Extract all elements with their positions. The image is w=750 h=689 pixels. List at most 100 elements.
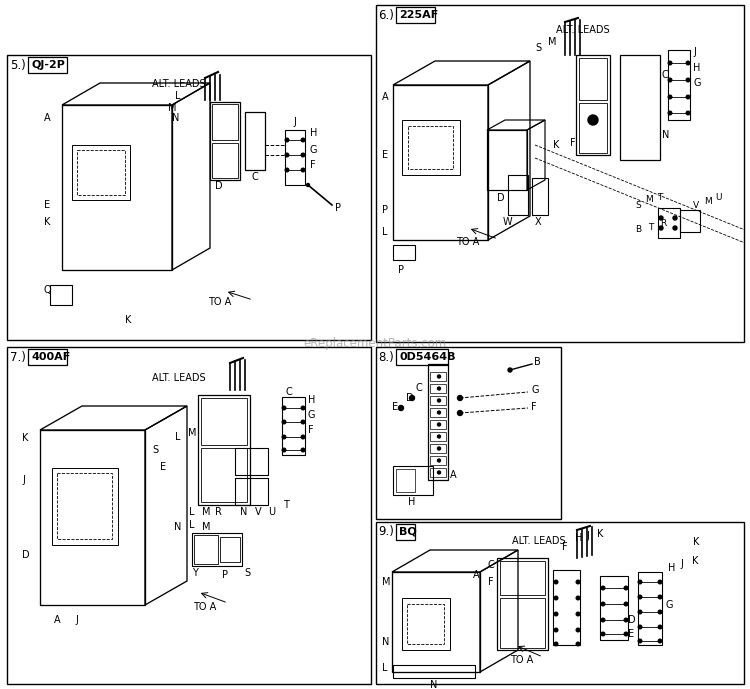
Bar — [396, 469, 415, 492]
Circle shape — [282, 407, 286, 410]
Bar — [408, 126, 453, 169]
Bar — [57, 473, 112, 539]
Bar — [508, 175, 528, 215]
Bar — [430, 456, 446, 465]
Circle shape — [659, 226, 663, 230]
Text: J: J — [22, 475, 25, 485]
Text: N: N — [174, 522, 182, 532]
Circle shape — [282, 449, 286, 452]
Text: ALT. LEADS: ALT. LEADS — [556, 25, 610, 35]
Bar — [430, 408, 446, 417]
Bar — [245, 112, 265, 170]
Circle shape — [576, 580, 580, 584]
Circle shape — [437, 411, 440, 414]
Bar — [376, 522, 744, 684]
Text: C: C — [415, 383, 422, 393]
Bar — [212, 104, 238, 140]
Text: S: S — [535, 43, 542, 53]
Bar — [500, 561, 545, 595]
Text: P: P — [335, 203, 341, 213]
Circle shape — [302, 449, 304, 452]
Circle shape — [638, 610, 642, 614]
Text: N: N — [382, 637, 389, 647]
Circle shape — [437, 447, 440, 450]
Bar — [396, 349, 448, 365]
Text: 6.): 6.) — [378, 8, 394, 21]
Text: T: T — [648, 223, 653, 232]
Text: TO A: TO A — [510, 655, 533, 665]
Text: M: M — [188, 428, 196, 438]
Bar — [376, 5, 744, 342]
Text: K: K — [553, 140, 560, 150]
Text: M: M — [168, 103, 176, 113]
Circle shape — [282, 420, 286, 424]
Circle shape — [686, 111, 690, 115]
Text: C: C — [662, 70, 669, 80]
Text: D: D — [22, 550, 30, 560]
Bar — [282, 397, 305, 455]
Bar — [638, 572, 662, 645]
Text: F: F — [308, 425, 314, 435]
Bar — [201, 398, 247, 445]
Text: A: A — [473, 570, 480, 580]
Bar — [235, 478, 268, 505]
Bar — [393, 245, 415, 260]
Circle shape — [602, 586, 604, 590]
Text: K: K — [693, 537, 699, 547]
Bar — [430, 396, 446, 405]
Text: P: P — [382, 205, 388, 215]
Circle shape — [554, 596, 558, 600]
Circle shape — [307, 183, 310, 187]
Text: K: K — [692, 556, 698, 566]
Circle shape — [624, 633, 628, 636]
Bar — [430, 444, 446, 453]
Text: H: H — [575, 533, 582, 543]
Bar — [212, 143, 238, 178]
Text: D: D — [406, 393, 414, 403]
Bar — [210, 102, 240, 180]
Circle shape — [659, 216, 663, 220]
Circle shape — [458, 411, 463, 415]
Circle shape — [410, 395, 415, 400]
Bar — [430, 468, 446, 477]
Bar — [52, 468, 118, 545]
Bar — [62, 105, 172, 270]
Text: N: N — [172, 113, 179, 123]
Bar — [201, 448, 247, 502]
Circle shape — [437, 375, 440, 378]
Circle shape — [437, 423, 440, 426]
Text: N: N — [240, 507, 248, 517]
Text: S: S — [152, 445, 158, 455]
Text: ALT. LEADS: ALT. LEADS — [152, 373, 206, 383]
Circle shape — [437, 399, 440, 402]
Circle shape — [668, 111, 672, 115]
Bar — [194, 535, 218, 564]
Circle shape — [658, 610, 662, 614]
Text: E: E — [382, 150, 388, 160]
Circle shape — [437, 471, 440, 474]
Circle shape — [668, 61, 672, 65]
Bar — [72, 145, 130, 200]
Text: C: C — [488, 560, 495, 570]
Circle shape — [602, 633, 604, 636]
Text: BQ: BQ — [399, 527, 417, 537]
Bar — [192, 533, 242, 566]
Text: P: P — [398, 265, 404, 275]
Bar — [198, 395, 250, 505]
Circle shape — [302, 435, 304, 439]
Circle shape — [302, 138, 304, 142]
Text: J: J — [586, 531, 589, 541]
Bar — [392, 572, 480, 672]
Text: 225AF: 225AF — [399, 10, 438, 20]
Text: 5.): 5.) — [10, 59, 26, 72]
Text: TO A: TO A — [208, 297, 231, 307]
Text: L: L — [382, 663, 388, 673]
Circle shape — [673, 226, 677, 230]
Bar — [579, 58, 607, 100]
Bar — [7, 55, 371, 340]
Bar — [376, 347, 561, 519]
Bar — [407, 604, 444, 644]
Circle shape — [638, 639, 642, 643]
Text: A: A — [44, 113, 51, 123]
Text: eReplacementParts.com: eReplacementParts.com — [303, 338, 447, 351]
